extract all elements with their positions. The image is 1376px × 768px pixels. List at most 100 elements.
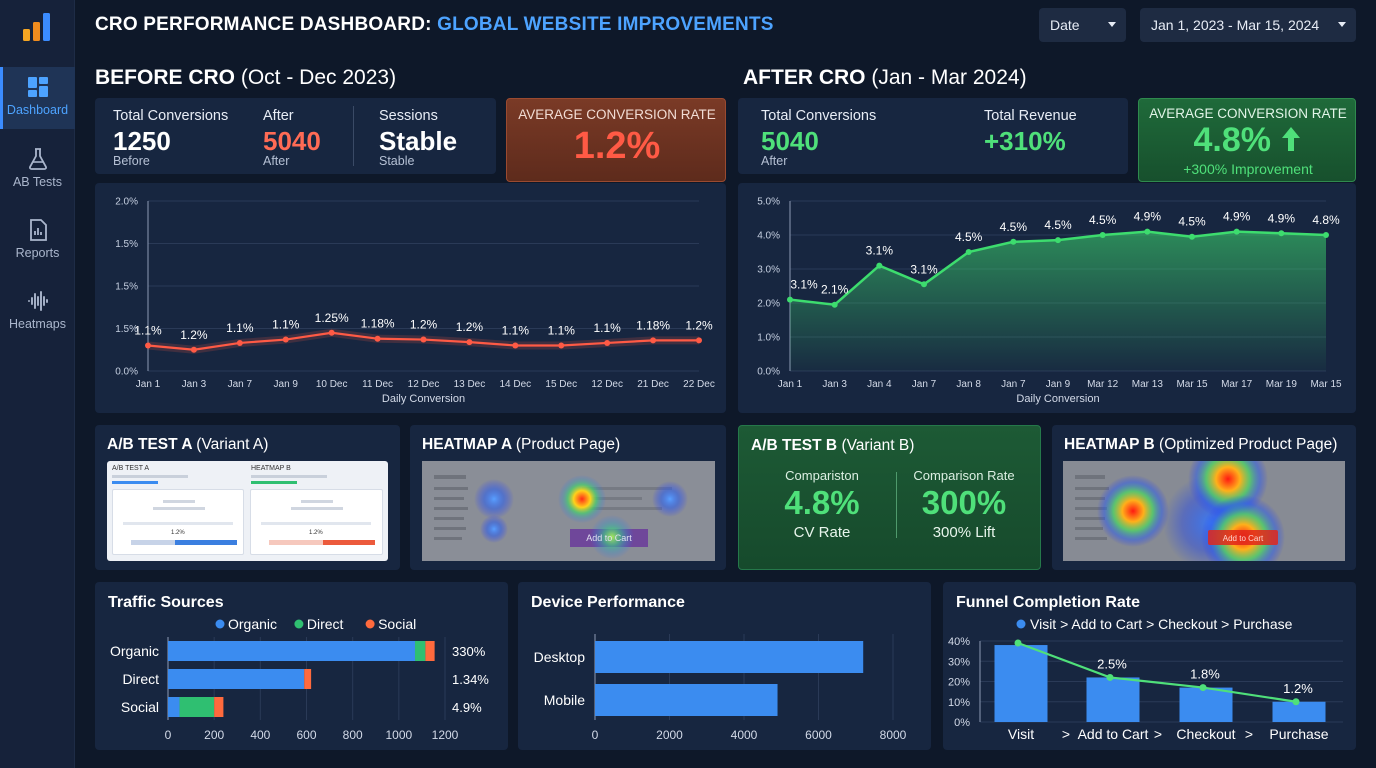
value-label: 1.34% [452, 672, 489, 687]
page-title-highlight: GLOBAL WEBSITE IMPROVEMENTS [437, 14, 774, 35]
legend-swatch [1016, 619, 1026, 629]
x-tick-label: Jan 8 [956, 379, 981, 390]
heatmap-b-title: HEATMAP B (Optimized Product Page) [1064, 436, 1337, 454]
after-period: (Jan - Mar 2024) [871, 66, 1027, 89]
before-total-label: Total Conversions [113, 108, 229, 124]
sidebar-item-label: Dashboard [6, 103, 69, 117]
after-total-label: Total Conversions [761, 108, 877, 124]
category-label: Mobile [544, 692, 585, 708]
x-tick-label: Mar 15 [1176, 379, 1208, 390]
x-tick-label: 800 [343, 728, 363, 742]
divider [896, 472, 897, 538]
data-point [1189, 233, 1195, 240]
ab-test-a-title: A/B TEST A (Variant A) [107, 436, 268, 454]
data-label: 2.5% [1097, 656, 1127, 671]
data-point [558, 342, 565, 349]
ab-b-left-value: 4.8% [784, 484, 860, 521]
data-point [1278, 230, 1285, 237]
data-point [1055, 237, 1061, 244]
data-label: 3.1% [866, 244, 894, 258]
data-point [696, 337, 702, 344]
x-tick-label: 14 Dec [499, 379, 531, 390]
heat-a-button-label: Add to Cart [586, 533, 632, 543]
x-tick-label: Mar 19 [1266, 379, 1298, 390]
before-period: (Oct - Dec 2023) [240, 66, 397, 89]
bar-segment [214, 697, 224, 717]
ab-b-left-label: Compariston [785, 468, 859, 483]
bar [1179, 687, 1233, 722]
sidebar-item-label: AB Tests [12, 175, 63, 189]
legend-label: Visit > Add to Cart > Checkout > Purchas… [1030, 616, 1293, 632]
before-after-value: 5040 [263, 126, 321, 156]
waveform-icon [27, 291, 48, 311]
data-label: 1.2% [456, 320, 484, 334]
x-tick-label: Mar 15 [1310, 379, 1342, 390]
y-tick-label: 1.5% [115, 282, 138, 293]
value-label: 330% [452, 644, 486, 659]
arrow-up-icon [1282, 127, 1301, 151]
sidebar-item-heatmaps[interactable]: Heatmaps [0, 281, 75, 343]
x-tick-label: 2000 [656, 728, 683, 742]
data-point [1233, 228, 1240, 235]
data-label: 4.5% [1178, 215, 1206, 229]
sidebar-item-reports[interactable]: Reports [0, 210, 75, 272]
data-label: 4.9% [1134, 210, 1162, 224]
sidebar-item-ab-tests[interactable]: AB Tests [0, 139, 75, 201]
data-label: 4.8% [1312, 213, 1340, 227]
mini-right-value: 1.2% [309, 530, 323, 536]
data-label: 1.1% [226, 321, 254, 335]
separator-label: > [1245, 726, 1253, 742]
before-after-label: After [263, 108, 294, 124]
heatmap-a-card[interactable]: HEATMAP A (Product Page) [410, 425, 726, 570]
chevron-down-icon [1108, 22, 1116, 27]
data-label: 1.1% [593, 321, 621, 335]
x-axis-label: Daily Conversion [382, 393, 465, 405]
before-kpi-card: Total Conversions 1250 Before After 5040… [95, 98, 496, 174]
after-section-title: AFTER CRO (Jan - Mar 2024) [743, 66, 1027, 90]
mini-line [251, 475, 327, 478]
x-tick-label: 200 [204, 728, 224, 742]
ab-b-variant: (Variant B) [841, 437, 915, 454]
x-tick-label: 400 [250, 728, 270, 742]
x-tick-label: 13 Dec [454, 379, 486, 390]
device-title: Device Performance [531, 594, 685, 611]
mini-left-title: A/B TEST A [112, 465, 150, 472]
x-tick-label: 8000 [880, 728, 907, 742]
heat-b-button-label: Add to Cart [1223, 534, 1264, 543]
trend-point [1014, 639, 1022, 647]
data-label: 1.2% [685, 318, 713, 332]
x-tick-label: Mar 17 [1221, 379, 1253, 390]
data-point [512, 342, 519, 349]
sidebar-item-dashboard[interactable]: Dashboard [0, 67, 75, 129]
after-title: AFTER CRO [743, 66, 866, 89]
x-axis-label: Daily Conversion [1016, 393, 1099, 405]
bar [1086, 677, 1140, 722]
bar [595, 684, 778, 716]
category-label: Social [121, 699, 159, 715]
data-label: 1.1% [272, 318, 300, 332]
funnel-chart: Funnel Completion Rate Visit > Add to Car… [948, 594, 1343, 742]
device-performance-chart: Device Performance 0 2000 4000 6000 8000 Deskt… [531, 594, 907, 742]
data-point [787, 296, 793, 303]
ab-test-b-card[interactable]: A/B TEST B (Variant B) Compariston 4.8% … [738, 425, 1041, 570]
date-dimension-select[interactable]: Date [1039, 8, 1126, 42]
data-point [965, 249, 972, 255]
bar-segment [425, 641, 435, 661]
category-label: Add to Cart [1078, 726, 1149, 742]
after-total-sub: After [761, 154, 788, 168]
data-point [282, 336, 289, 343]
value-label: 4.9% [452, 700, 482, 715]
before-after-sub: After [263, 154, 290, 168]
after-rate-card: AVERAGE CONVERSION RATE 4.8% +300% Impro… [1138, 98, 1356, 182]
data-label: 1.2% [410, 318, 438, 332]
y-tick-label: 40% [948, 636, 970, 648]
ab-test-a-card[interactable]: A/B TEST A (Variant A) A/B TEST A HEATMA… [95, 425, 400, 570]
before-rate-value: 1.2% [573, 125, 661, 167]
page-title: CRO PERFORMANCE DASHBOARD: GLOBAL WEBSIT… [95, 14, 774, 36]
data-point [374, 335, 381, 342]
x-tick-label: Jan 1 [778, 379, 803, 390]
date-range-select[interactable]: Jan 1, 2023 - Mar 15, 2024 [1140, 8, 1356, 42]
heatmap-b-card[interactable]: HEATMAP B (Optimized Product Page) Add t… [1052, 425, 1356, 570]
funnel-card: Funnel Completion Rate Visit > Add to Car… [943, 582, 1356, 750]
